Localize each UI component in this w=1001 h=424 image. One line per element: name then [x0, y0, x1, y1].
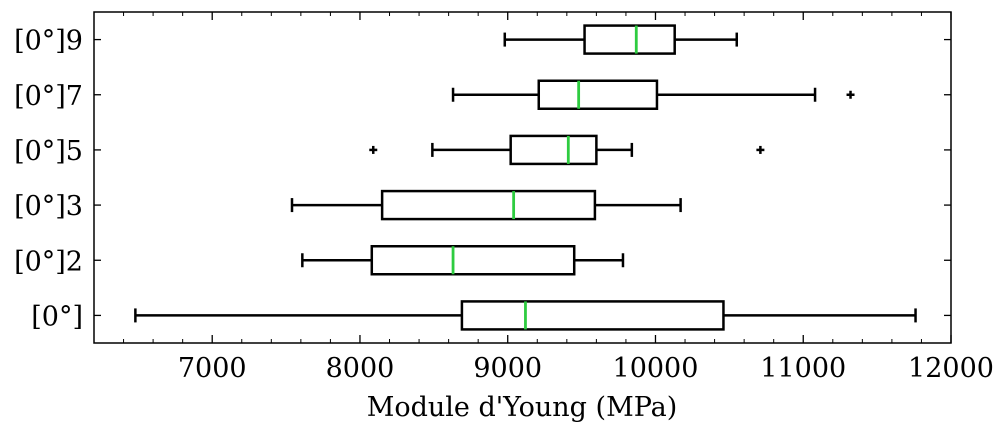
plot-frame	[93, 11, 952, 344]
y-tick-label: [0°]	[31, 301, 83, 332]
y-tick-labels: [0°] [0°]2 [0°]3 [0°]5 [0°]7 [0°]9	[14, 26, 83, 333]
y-tick-label: [0°]5	[14, 136, 83, 167]
x-tick-label: 8000	[326, 353, 395, 384]
box-4	[451, 79, 855, 110]
iqr-box	[380, 189, 597, 221]
x-tick-labels: 7000 8000 9000 10000 11000 12000	[178, 353, 994, 384]
x-tick-label: 9000	[473, 353, 542, 384]
iqr-box	[583, 24, 676, 55]
box-5	[503, 24, 738, 55]
box-1	[301, 245, 625, 276]
iqr-box	[537, 79, 659, 110]
x-tick-label: 11000	[760, 353, 846, 384]
y-tick-label: [0°]7	[14, 81, 83, 112]
iqr-box	[509, 134, 598, 166]
box-3	[369, 134, 765, 166]
x-tick-label: 10000	[613, 353, 699, 384]
box-0	[134, 300, 917, 331]
box-2	[290, 189, 682, 221]
y-tick-label: [0°]3	[14, 191, 83, 222]
iqr-box	[460, 300, 725, 331]
axis-ticks	[94, 12, 952, 343]
x-tick-label: 12000	[908, 353, 994, 384]
y-tick-label: [0°]9	[14, 26, 83, 57]
y-tick-label: [0°]2	[14, 246, 83, 277]
x-axis-title: Module d'Young (MPa)	[367, 392, 678, 423]
boxes	[134, 24, 917, 331]
iqr-box	[370, 245, 576, 276]
x-tick-label: 7000	[178, 353, 247, 384]
